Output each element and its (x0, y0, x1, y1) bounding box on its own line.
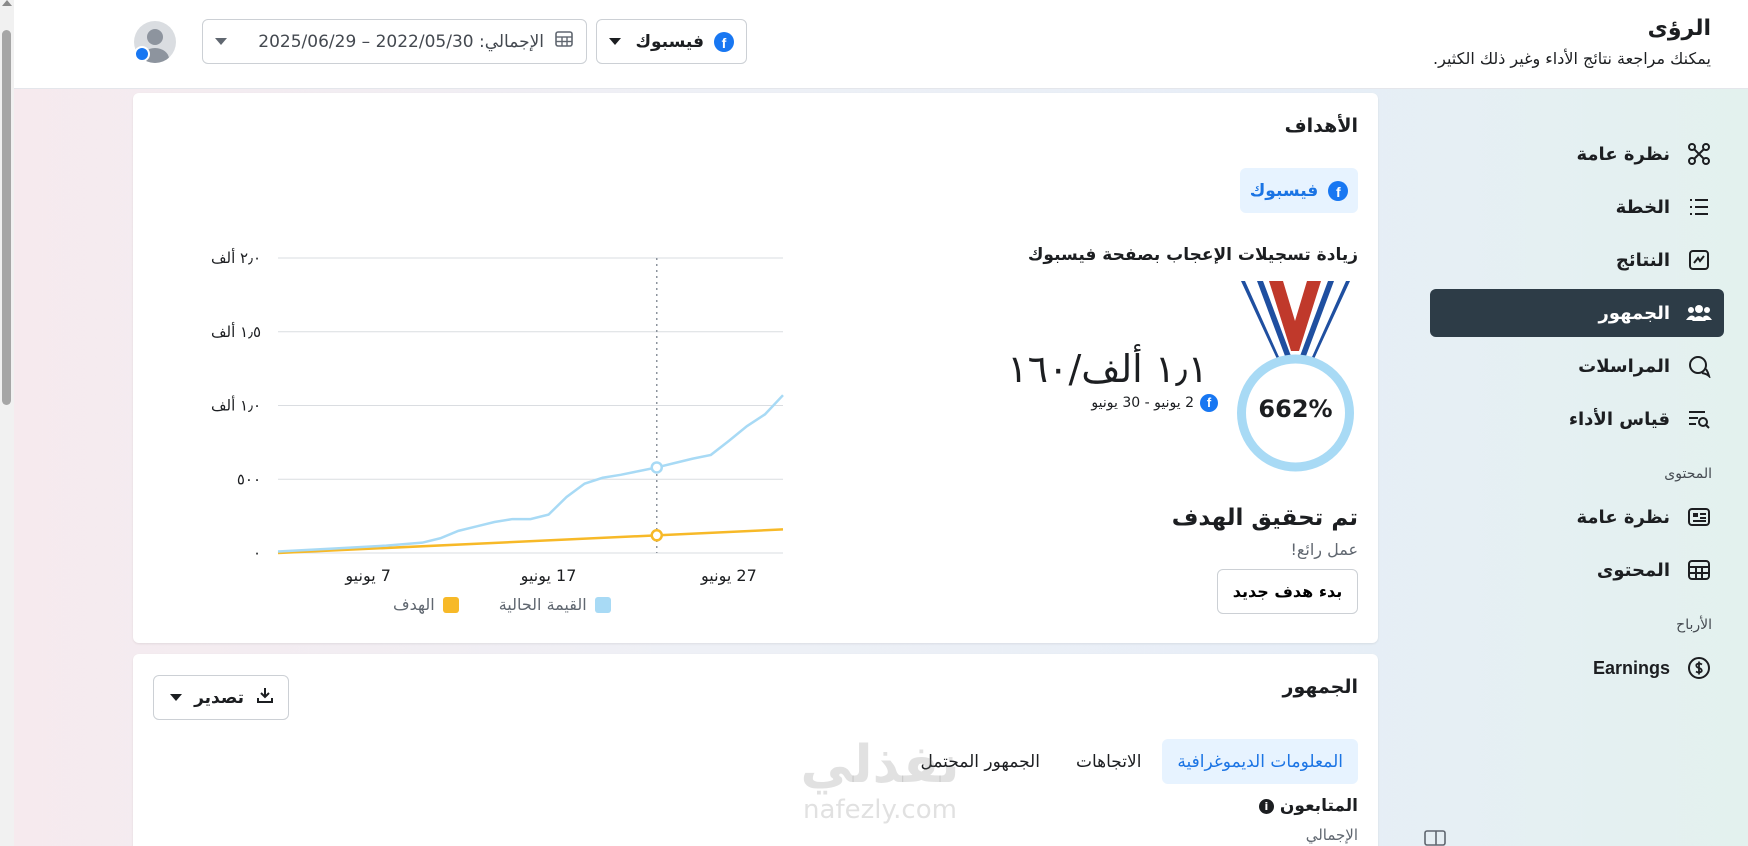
export-button[interactable]: تصدير (153, 675, 289, 720)
total-label: الإجمالي (1305, 826, 1358, 844)
tab-trends[interactable]: الاتجاهات (1075, 751, 1142, 772)
facebook-icon: f (1328, 180, 1349, 201)
goal-period-text: 2 يونيو - 30 يونيو (1091, 395, 1194, 411)
dollar-icon (1686, 655, 1712, 681)
y-tick-label: ٥٠٠ (237, 470, 261, 488)
sidebar-item-benchmark[interactable]: قياس الأداء (1430, 395, 1724, 443)
legend-swatch-current (594, 596, 611, 613)
scroll-up-arrow-icon[interactable] (2, 0, 12, 6)
legend-swatch-goal (442, 596, 459, 613)
chevron-down-icon (215, 38, 227, 45)
sidebar: نظرة عامة الخطة النتائج الجمهور المراسلا… (1430, 130, 1724, 697)
audience-people-icon (1686, 300, 1712, 326)
sidebar-item-audience[interactable]: الجمهور (1430, 289, 1724, 337)
sidebar-item-label: نظرة عامة (1576, 143, 1671, 165)
y-tick-label: ١٫٥ ألف (211, 322, 261, 341)
legend-item-goal: الهدف (393, 595, 459, 614)
sidebar-item-messages[interactable]: المراسلات (1430, 342, 1724, 390)
sidebar-item-label: قياس الأداء (1568, 408, 1670, 430)
calendar-table-icon (554, 29, 574, 54)
x-tick-label: 27 يونيو (700, 566, 757, 586)
messages-icon (1686, 353, 1712, 379)
series-hover-point (650, 529, 663, 542)
tab-demographics[interactable]: المعلومات الديموغرافية (1162, 739, 1358, 784)
goal-name: زيادة تسجيلات الإعجاب بصفحة فيسبوك (1027, 245, 1358, 265)
audience-tabs: المعلومات الديموغرافية الاتجاهات الجمهور… (905, 739, 1358, 784)
series-line (277, 394, 784, 553)
goal-period: f 2 يونيو - 30 يونيو (1091, 394, 1218, 412)
goals-card: الأهداف f فيسبوك زيادة تسجيلات الإعجاب ب… (133, 93, 1378, 643)
goals-title: الأهداف (1284, 115, 1358, 137)
facebook-badge-icon (134, 46, 150, 62)
goal-line-chart: ٠ ٥٠٠ ١٫٠ ألف ١٫٥ ألف ٢٫٠ ألف 7 يونيو 17 يونيو… (183, 243, 803, 623)
content-overview-icon (1686, 504, 1712, 530)
chart-svg: ٠ ٥٠٠ ١٫٠ ألف ١٫٥ ألف ٢٫٠ ألف 7 يونيو 17 يونيو… (211, 248, 784, 586)
sidebar-item-label: النتائج (1615, 249, 1670, 271)
platform-select[interactable]: f فيسبوك (596, 19, 747, 64)
y-tick-label: ٠ (253, 544, 261, 562)
legend-label-current: القيمة الحالية (498, 595, 587, 614)
platform-chip-label: فيسبوك (1249, 180, 1319, 201)
sidebar-item-results[interactable]: النتائج (1430, 236, 1724, 284)
facebook-icon: f (714, 31, 734, 52)
sidebar-item-content[interactable]: المحتوى (1430, 546, 1724, 594)
series-hover-point (650, 461, 663, 474)
goal-progress-value: ١٫١ ألف/١٦٠ (1007, 347, 1208, 391)
overview-icon (1686, 141, 1712, 167)
scroll-thumb[interactable] (2, 30, 11, 405)
sidebar-item-label: المحتوى (1596, 559, 1670, 581)
sidebar-item-label: Earnings (1592, 657, 1670, 678)
info-icon[interactable]: i (1258, 798, 1274, 814)
platform-chip-facebook[interactable]: f فيسبوك (1240, 168, 1358, 213)
plan-list-icon (1686, 194, 1712, 220)
goal-note: عمل رائع! (1290, 540, 1358, 559)
sidebar-section-earnings: الأرباح (1676, 617, 1712, 633)
sidebar-item-plan[interactable]: الخطة (1430, 183, 1724, 231)
chevron-down-icon (609, 38, 621, 45)
start-new-goal-button[interactable]: بدء هدف جديد (1217, 569, 1358, 614)
sidebar-item-content-overview[interactable]: نظرة عامة (1430, 493, 1724, 541)
top-header: الرؤى يمكنك مراجعة نتائج الأداء وغير ذلك… (14, 0, 1748, 89)
sidebar-item-label: الجمهور (1598, 302, 1671, 324)
followers-title: المتابعون (1279, 796, 1358, 816)
date-range-select[interactable]: الإجمالي: 2022/05/30 – 2025/06/29 (202, 19, 587, 64)
download-icon (256, 686, 274, 709)
sidebar-section-content: المحتوى (1664, 466, 1712, 482)
followers-heading: المتابعون i (1258, 796, 1358, 816)
legend-item-current: القيمة الحالية (499, 595, 611, 614)
platform-select-label: فيسبوك (635, 31, 704, 52)
vertical-scrollbar[interactable] (0, 0, 14, 846)
facebook-icon: f (1200, 394, 1218, 412)
date-range-label: الإجمالي: 2022/05/30 – 2025/06/29 (258, 31, 544, 52)
chevron-down-icon (170, 694, 183, 701)
benchmark-icon (1686, 406, 1712, 432)
y-tick-label: ١٫٠ ألف (211, 396, 261, 415)
audience-title: الجمهور (1282, 676, 1358, 698)
sidebar-item-label: المراسلات (1578, 355, 1670, 377)
series-line (277, 528, 784, 555)
results-chart-icon (1686, 247, 1712, 273)
chart-legend: القيمة الحالية الهدف (393, 595, 611, 614)
sidebar-item-overview[interactable]: نظرة عامة (1430, 130, 1724, 178)
goal-percent: 662% (1258, 395, 1333, 423)
audience-card: الجمهور تصدير المعلومات الديموغرافية الا… (133, 654, 1378, 846)
y-tick-label: ٢٫٠ ألف (211, 248, 261, 267)
content-table-icon (1686, 557, 1712, 583)
page-subtitle: يمكنك مراجعة نتائج الأداء وغير ذلك الكثي… (1433, 49, 1711, 68)
tab-potential-audience[interactable]: الجمهور المحتمل (920, 751, 1040, 772)
sidebar-toggle-icon[interactable] (1424, 830, 1446, 846)
sidebar-item-label: الخطة (1615, 196, 1670, 218)
legend-label-goal: الهدف (393, 595, 435, 614)
x-tick-label: 7 يونيو (344, 566, 391, 586)
export-label: تصدير (194, 687, 244, 708)
sidebar-item-label: نظرة عامة (1576, 506, 1671, 528)
page-title: الرؤى (1647, 16, 1711, 41)
sidebar-item-earnings[interactable]: Earnings (1430, 644, 1724, 692)
medal-icon (1237, 281, 1354, 472)
goal-status: تم تحقيق الهدف (1171, 505, 1358, 531)
x-tick-label: 17 يونيو (520, 566, 577, 586)
